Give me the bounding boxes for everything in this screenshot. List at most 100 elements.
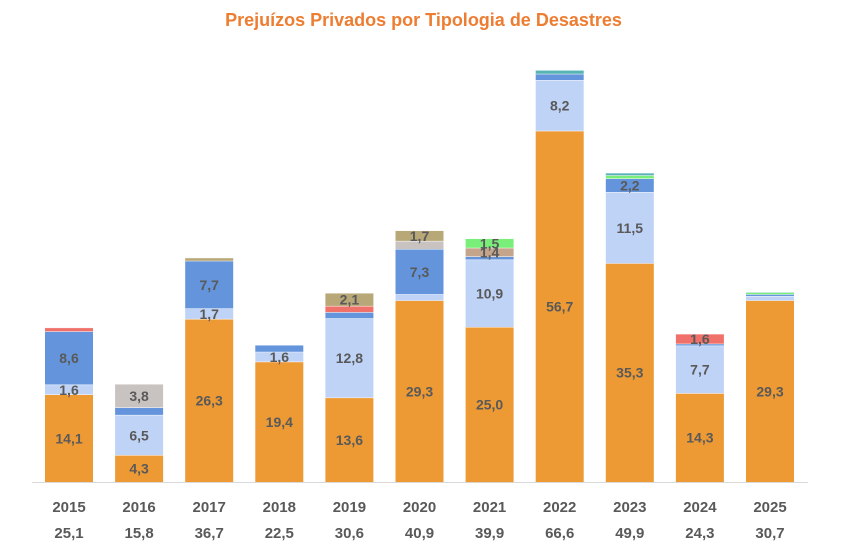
data-label-2016-gray: 3,8 xyxy=(129,388,149,404)
bar-segment-2023-blue xyxy=(605,178,654,193)
data-label-2019-light-blue: 12,8 xyxy=(336,350,363,366)
data-label-2020-blue: 7,3 xyxy=(410,264,430,280)
bar-segment-2017-orange xyxy=(185,319,234,482)
data-label-2022-light-blue: 8,2 xyxy=(550,98,570,114)
bar-segment-2016-blue xyxy=(115,407,164,416)
data-label-2019-orange: 13,6 xyxy=(336,432,363,448)
total-label-2023: 49,9 xyxy=(615,525,644,542)
bar-segment-2017-blue xyxy=(185,261,234,309)
data-label-2023-orange: 35,3 xyxy=(616,365,643,381)
bar-segment-2023-orange xyxy=(605,263,654,482)
data-label-2023-light-blue: 11,5 xyxy=(617,220,644,236)
data-label-2019-olive: 2,1 xyxy=(340,292,360,308)
bar-segment-2021-light-blue xyxy=(465,259,514,328)
data-label-2020-olive: 1,7 xyxy=(410,228,430,244)
bar-segment-2022-blue xyxy=(535,74,584,81)
category-label-2015: 2015 xyxy=(52,499,85,516)
bar-segment-2015-red xyxy=(45,327,93,332)
bar-segment-2023-light-blue xyxy=(605,192,654,264)
data-label-2017-blue: 7,7 xyxy=(199,277,219,293)
bar-segment-2015-light-blue xyxy=(45,384,93,395)
bar-segment-2019-light-blue xyxy=(325,318,374,398)
category-label-2018: 2018 xyxy=(263,499,296,516)
bar-segment-2016-light-blue xyxy=(115,415,164,456)
data-label-2021-light-blue: 10,9 xyxy=(476,286,503,302)
bar-segment-2019-olive xyxy=(325,293,374,307)
total-label-2015: 25,1 xyxy=(54,525,83,542)
bar-segment-2018-light-blue xyxy=(255,352,304,362)
data-label-2017-light-blue: 1,7 xyxy=(199,306,219,322)
data-label-2021-orange: 25,0 xyxy=(476,397,503,413)
data-label-2016-orange: 4,3 xyxy=(129,461,149,477)
category-label-2024: 2024 xyxy=(683,499,717,516)
bar-segment-2019-red xyxy=(325,306,374,313)
bar-segment-2025-light-blue xyxy=(746,296,794,301)
bar-segment-2022-orange xyxy=(535,131,584,482)
total-label-2018: 22,5 xyxy=(265,525,294,542)
data-label-2022-orange: 56,7 xyxy=(546,299,573,315)
category-label-2023: 2023 xyxy=(613,499,646,516)
data-label-2016-light-blue: 6,5 xyxy=(129,427,149,443)
bar-segment-2025-orange xyxy=(746,300,794,482)
category-label-2021: 2021 xyxy=(473,499,506,516)
data-label-2025-orange: 29,3 xyxy=(756,383,783,399)
bar-segment-2016-orange xyxy=(115,455,164,482)
data-label-2018-orange: 19,4 xyxy=(266,414,293,430)
bar-segment-2022-light-blue xyxy=(535,80,584,132)
bar-segment-2020-light-blue xyxy=(395,294,444,301)
total-label-2017: 36,7 xyxy=(195,525,224,542)
bar-segment-2017-light-blue xyxy=(185,308,234,320)
bar-segment-2021-blue xyxy=(465,256,514,260)
bar-segment-2020-blue xyxy=(395,249,444,295)
data-label-2015-light-blue: 1,6 xyxy=(59,382,79,398)
bar-segment-2019-orange xyxy=(325,397,374,482)
bar-segment-2021-green xyxy=(465,238,514,248)
bar-segment-2025-green xyxy=(746,292,794,295)
bar-segment-2020-olive xyxy=(395,230,444,242)
data-label-2015-blue: 8,6 xyxy=(59,350,79,366)
category-label-2020: 2020 xyxy=(403,499,436,516)
bar-segment-2022-teal xyxy=(535,70,584,75)
category-label-2025: 2025 xyxy=(753,499,786,516)
bar-segment-2016-gray xyxy=(115,384,164,408)
bar-segment-2020-orange xyxy=(395,300,444,482)
data-label-2018-light-blue: 1,6 xyxy=(270,349,290,365)
bar-segment-2021-tan xyxy=(465,248,514,257)
bar-segment-2018-orange xyxy=(255,361,304,482)
total-label-2025: 30,7 xyxy=(755,525,784,542)
category-label-2022: 2022 xyxy=(543,499,576,516)
data-label-2024-red: 1,6 xyxy=(690,331,710,347)
data-label-2024-orange: 14,3 xyxy=(686,430,713,446)
total-label-2020: 40,9 xyxy=(405,525,434,542)
chart-title: Prejuízos Privados por Tipologia de Desa… xyxy=(225,10,622,30)
data-label-2017-orange: 26,3 xyxy=(196,393,223,409)
bar-segment-2018-blue xyxy=(255,345,304,352)
bar-segment-2023-teal xyxy=(605,173,654,176)
bar-segment-2019-blue xyxy=(325,312,374,319)
bar-segment-2017-olive xyxy=(185,257,234,261)
total-label-2022: 66,6 xyxy=(545,525,574,542)
total-label-2019: 30,6 xyxy=(335,525,364,542)
data-label-2021-tan: 1,4 xyxy=(480,244,500,260)
data-label-2023-blue: 2,2 xyxy=(620,178,640,194)
bar-segment-2023-green xyxy=(605,175,654,179)
data-label-2015-orange: 14,1 xyxy=(55,430,82,446)
total-label-2016: 15,8 xyxy=(124,525,153,542)
bar-segment-2025-blue xyxy=(746,294,794,297)
bar-segment-2024-light-blue xyxy=(675,345,724,394)
category-label-2016: 2016 xyxy=(122,499,155,516)
total-label-2021: 39,9 xyxy=(475,525,504,542)
category-label-2019: 2019 xyxy=(333,499,366,516)
data-label-2024-light-blue: 7,7 xyxy=(690,362,710,378)
bar-segment-2020-gray xyxy=(395,241,444,250)
category-label-2017: 2017 xyxy=(193,499,226,516)
bar-segment-2015-orange xyxy=(45,394,93,482)
bar-segment-2024-red xyxy=(675,334,724,344)
data-label-2020-orange: 29,3 xyxy=(406,383,433,399)
bar-segment-2024-orange xyxy=(675,393,724,482)
bar-segment-2015-blue xyxy=(45,331,93,385)
total-label-2024: 24,3 xyxy=(685,525,714,542)
data-label-2021-green: 1,5 xyxy=(480,235,500,251)
